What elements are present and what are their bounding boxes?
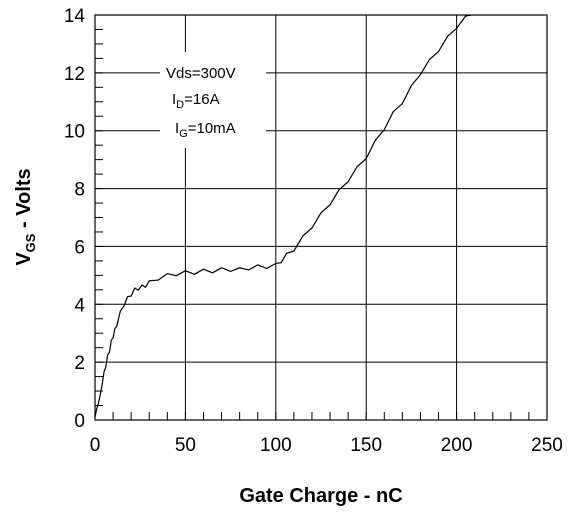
y-tick-label: 6: [74, 237, 85, 258]
annotation-vds: Vds=300V: [166, 65, 236, 82]
vgs-curve: [94, 14, 472, 418]
x-tick-label: 150: [350, 435, 382, 456]
plot-frame: [94, 14, 548, 421]
x-tick-labels: 0 50 100 150 200 250: [90, 435, 563, 456]
annotation-background: [160, 52, 266, 148]
minor-ticks: [95, 28, 530, 420]
y-tick-label: 14: [64, 6, 86, 27]
y-tick-label: 10: [64, 122, 85, 143]
y-tick-label: 4: [74, 295, 85, 316]
y-axis-title: VGS - Volts: [13, 168, 38, 265]
x-tick-label: 250: [531, 435, 563, 456]
y-tick-label: 0: [74, 411, 85, 432]
x-tick-label: 0: [90, 435, 101, 456]
annotation-ig: IG=10mA: [175, 120, 236, 140]
annotation-id: ID=16A: [172, 91, 220, 111]
grid-layer: [95, 15, 547, 420]
x-tick-label: 200: [441, 435, 473, 456]
x-tick-label: 50: [175, 435, 196, 456]
x-axis-title: Gate Charge - nC: [239, 485, 402, 507]
y-tick-label: 12: [64, 64, 85, 85]
y-tick-label: 2: [74, 353, 85, 374]
y-tick-label: 8: [74, 180, 85, 201]
y-tick-labels: 0 2 4 6 8 10 12 14: [64, 6, 86, 432]
x-tick-label: 100: [260, 435, 292, 456]
